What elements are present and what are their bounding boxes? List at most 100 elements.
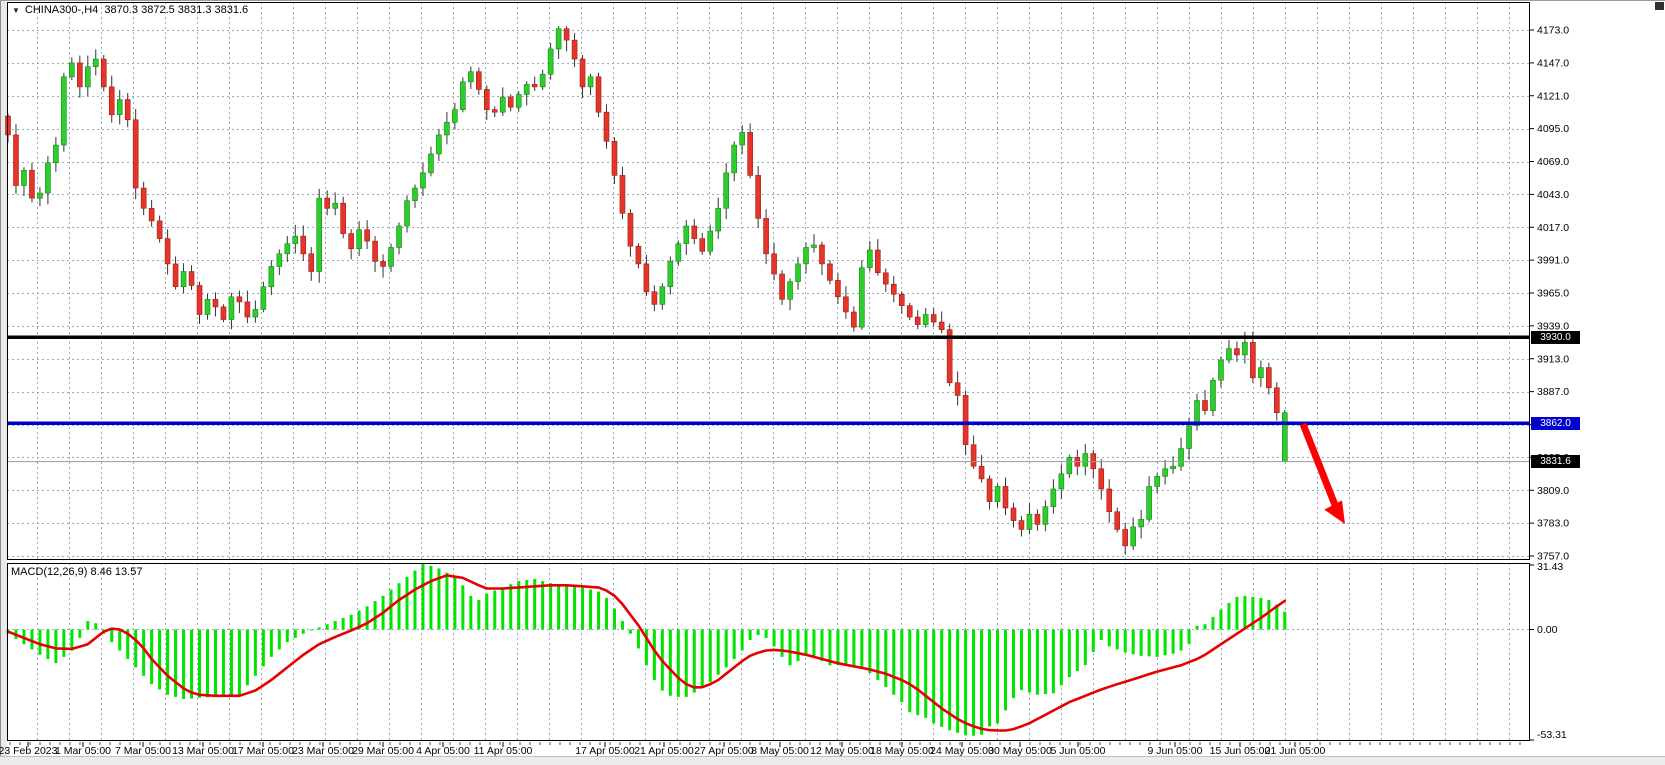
candle-body xyxy=(675,243,682,262)
date-label: 21 Jun 05:00 xyxy=(1265,745,1326,757)
candle-body xyxy=(1210,379,1216,411)
candle-body xyxy=(1154,476,1160,487)
candle-body xyxy=(332,202,338,209)
candle-body xyxy=(962,395,969,446)
macd-tick-label: 31.43 xyxy=(1537,561,1563,573)
candle-body xyxy=(715,207,722,232)
candle-body xyxy=(276,253,283,267)
candle-body xyxy=(172,263,179,287)
price-tick-label: 4017.0 xyxy=(1537,222,1569,234)
candle-body xyxy=(29,170,35,199)
candle-body xyxy=(92,58,99,67)
candle-body xyxy=(260,286,267,310)
candle-body xyxy=(420,172,426,189)
price-line-objects[interactable] xyxy=(7,335,1530,463)
date-label: 29 Mar 05:00 xyxy=(352,745,414,757)
candle-body xyxy=(978,465,985,480)
candle-body xyxy=(539,73,546,88)
candle-body xyxy=(523,84,530,95)
candle-body xyxy=(699,238,706,252)
candle-body xyxy=(875,249,881,274)
candle-body xyxy=(579,58,586,88)
candle-body xyxy=(1090,453,1097,470)
symbol-dropdown-icon[interactable]: ▼ xyxy=(12,5,20,15)
candle-body xyxy=(1218,359,1224,381)
candle-body xyxy=(627,213,634,247)
candle-body xyxy=(37,192,43,199)
candle-body xyxy=(483,89,490,110)
symbol-info-bar: ▼ CHINA300-,H4 3870.3 3872.5 3831.3 3831… xyxy=(12,4,248,16)
candle-body xyxy=(116,99,123,116)
candle-body xyxy=(1258,367,1264,379)
candle-body xyxy=(156,220,163,239)
macd-axis[interactable]: 31.43 0.00 -53.31 xyxy=(1530,561,1567,741)
candle-body xyxy=(100,58,107,88)
candle-body xyxy=(819,244,825,265)
candle-body xyxy=(667,261,674,287)
macd-signal-line xyxy=(6,574,1287,732)
candle-body xyxy=(316,197,323,272)
hline-price-label-3862[interactable]: 3862.0 xyxy=(1531,416,1580,430)
candle-body xyxy=(372,240,378,262)
price-tick-label: 3809.0 xyxy=(1537,485,1569,497)
candle-body xyxy=(1098,468,1105,490)
candle-body xyxy=(1082,453,1089,467)
price-tick-label: 3913.0 xyxy=(1537,353,1569,365)
candle-body xyxy=(428,153,434,174)
candle-body xyxy=(220,306,227,320)
date-label: 23 Mar 05:00 xyxy=(292,745,354,757)
candle-body xyxy=(811,244,817,248)
date-label: 4 Apr 05:00 xyxy=(416,745,470,757)
macd-indicator-label: MACD(12,26,9) 8.46 13.57 xyxy=(11,566,143,578)
candle-body xyxy=(196,285,203,315)
candle-body xyxy=(1226,348,1232,361)
panel-borders xyxy=(7,2,1530,741)
candle-body xyxy=(739,132,745,146)
hline-price-label-3930[interactable]: 3930.0 xyxy=(1531,330,1580,344)
candle-body xyxy=(1234,348,1240,356)
candle-body xyxy=(859,267,865,328)
candle-body xyxy=(827,263,833,281)
candle-body xyxy=(13,134,19,186)
candle-body xyxy=(21,170,27,186)
candle-body xyxy=(1250,342,1256,379)
date-label: 24 May 05:00 xyxy=(930,745,994,757)
candle-body xyxy=(292,235,299,244)
candle-body xyxy=(1122,529,1128,547)
candle-body xyxy=(124,99,131,121)
candle-body xyxy=(970,444,977,467)
candle-body xyxy=(619,175,626,214)
candle-body xyxy=(507,96,514,108)
candle-body xyxy=(1106,488,1113,513)
candle-body xyxy=(85,66,91,88)
candle-body xyxy=(691,225,698,239)
candle-body xyxy=(563,28,570,41)
candle-body xyxy=(755,175,761,219)
candle-body xyxy=(763,218,769,255)
candle-body xyxy=(515,94,522,108)
candle-body xyxy=(1146,486,1152,520)
candle-body xyxy=(1186,425,1192,449)
candle-body xyxy=(635,245,642,265)
candle-body xyxy=(69,62,75,78)
candle-body xyxy=(531,84,538,88)
candle-body xyxy=(835,280,841,298)
price-tick-label: 4173.0 xyxy=(1537,25,1569,37)
candle-body xyxy=(643,263,650,293)
candle-body xyxy=(946,329,953,384)
down-arrow-annotation[interactable] xyxy=(1299,422,1345,524)
candle-body xyxy=(555,28,562,50)
price-tick-label: 3991.0 xyxy=(1537,255,1569,267)
candle-body xyxy=(236,296,243,303)
price-tick-label: 4147.0 xyxy=(1537,57,1569,69)
price-tick-label: 4121.0 xyxy=(1537,90,1569,102)
candle-body xyxy=(547,48,554,75)
date-label: 17 Apr 05:00 xyxy=(575,745,635,757)
candle-body xyxy=(1130,526,1136,547)
candle-body xyxy=(1058,473,1065,490)
candle-body xyxy=(659,286,666,305)
price-tick-label: 4043.0 xyxy=(1537,189,1569,201)
date-label: 1 Mar 05:00 xyxy=(55,745,111,757)
